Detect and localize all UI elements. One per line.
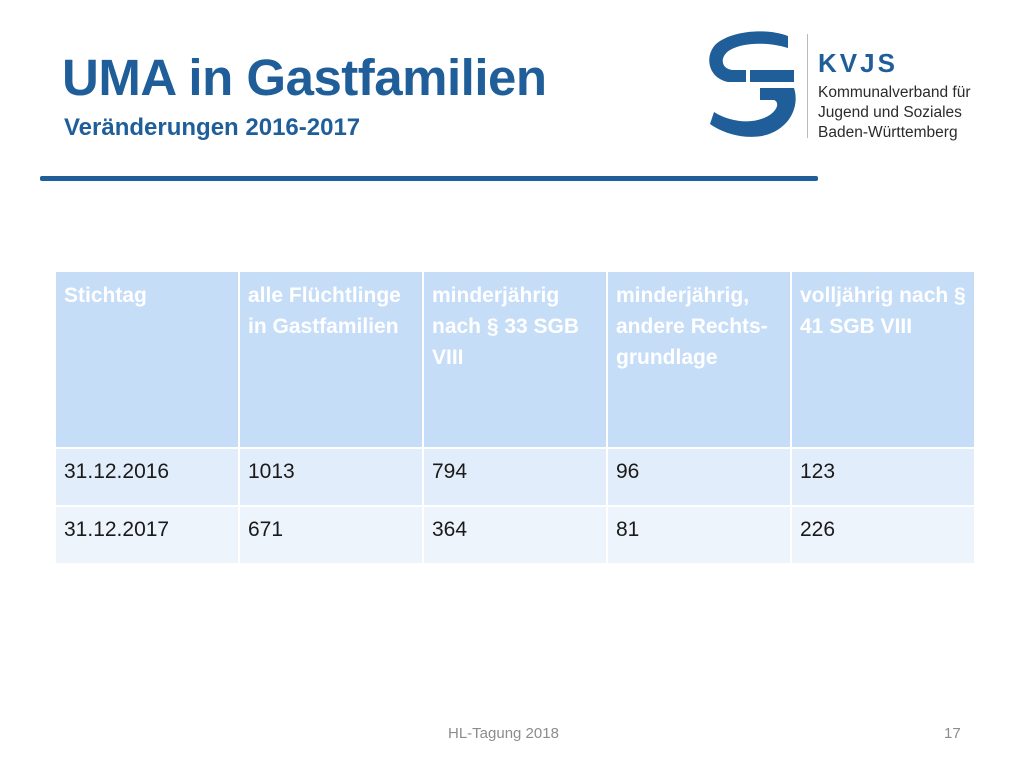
table-cell: 123 xyxy=(792,449,974,505)
table-cell: 671 xyxy=(240,507,422,563)
header-minor-33-sgb: minderjährig nach § 33 SGB VIII xyxy=(424,272,606,447)
table-cell: 1013 xyxy=(240,449,422,505)
table-cell: 226 xyxy=(792,507,974,563)
slide-subtitle: Veränderungen 2016-2017 xyxy=(64,114,361,141)
kvjs-logo-mark-icon xyxy=(709,31,796,137)
header-stichtag: Stichtag xyxy=(56,272,238,447)
logo-divider xyxy=(807,34,808,138)
logo-org-line-2: Jugend und Soziales xyxy=(818,104,962,121)
table-cell: 81 xyxy=(608,507,790,563)
footer-event-label: HL-Tagung 2018 xyxy=(448,725,559,742)
header-all-refugees: alle Flüchtlinge in Gastfamilien xyxy=(240,272,422,447)
refugee-statistics-table: Stichtag alle Flüchtlinge in Gastfamilie… xyxy=(54,270,976,565)
table-row: 31.12.2017 671 364 81 226 xyxy=(56,507,974,563)
header-adult-41-sgb: volljährig nach § 41 SGB VIII xyxy=(792,272,974,447)
logo-org-line-1: Kommunalverband für xyxy=(818,84,971,101)
footer-page-number: 17 xyxy=(944,725,961,742)
table-cell: 31.12.2016 xyxy=(56,449,238,505)
table-cell: 31.12.2017 xyxy=(56,507,238,563)
slide-title: UMA in Gastfamilien xyxy=(62,49,547,106)
table-cell: 364 xyxy=(424,507,606,563)
header-minor-other: minderjährig, andere Rechts-grundlage xyxy=(608,272,790,447)
table-cell: 794 xyxy=(424,449,606,505)
table-header-row: Stichtag alle Flüchtlinge in Gastfamilie… xyxy=(56,272,974,447)
table-cell: 96 xyxy=(608,449,790,505)
table-row: 31.12.2016 1013 794 96 123 xyxy=(56,449,974,505)
logo-acronym: KVJS xyxy=(818,48,898,78)
title-divider xyxy=(40,176,818,181)
kvjs-logo: KVJS Kommunalverband für Jugend und Sozi… xyxy=(702,26,992,146)
logo-org-line-3: Baden-Württemberg xyxy=(818,124,958,141)
